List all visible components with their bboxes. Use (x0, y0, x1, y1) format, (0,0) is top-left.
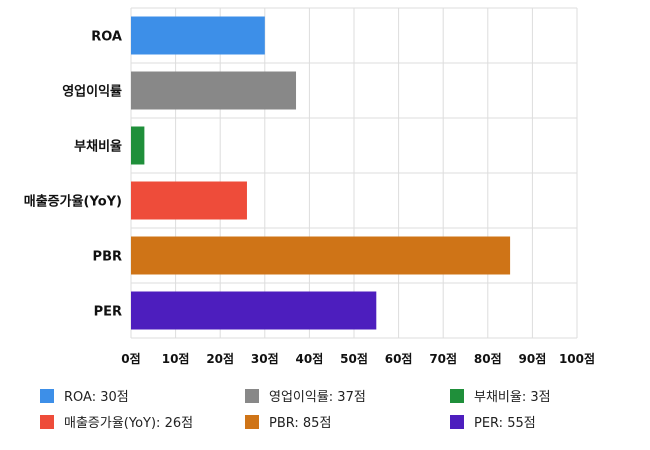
bar-1 (131, 71, 297, 110)
legend-item: 매출증가율(YoY): 26점 (40, 412, 193, 431)
x-tick-label: 40점 (296, 351, 324, 366)
legend-label: PBR: 85점 (269, 416, 332, 431)
legend-swatch (40, 414, 54, 429)
legend-swatch (450, 388, 464, 403)
legend-label: 부채비율: 3점 (474, 390, 551, 405)
x-tick-label: 20점 (206, 351, 234, 366)
bar-3 (131, 181, 247, 220)
legend-swatch (40, 388, 54, 403)
x-tick-label: 0점 (121, 351, 140, 366)
y-tick-label: 매출증가율(YoY) (24, 194, 122, 210)
x-tick-label: 100점 (559, 351, 595, 366)
legend-swatch (245, 414, 259, 429)
legend-item: ROA: 30점 (40, 386, 129, 405)
x-tick-label: 10점 (162, 351, 190, 366)
legend-item: 영업이익률: 37점 (245, 386, 366, 405)
bar-5 (131, 291, 377, 330)
bar-0 (131, 16, 265, 55)
legend-swatch (245, 388, 259, 403)
y-tick-label: 부채비율 (74, 139, 122, 155)
y-tick-label: 영업이익률 (62, 84, 122, 100)
y-tick-label: PER (94, 305, 122, 320)
x-tick-label: 90점 (519, 351, 547, 366)
legend-item: PBR: 85점 (245, 412, 331, 431)
x-tick-label: 30점 (251, 351, 279, 366)
legend-swatch (450, 414, 464, 429)
x-tick-label: 50점 (340, 351, 368, 366)
legend-label: PER: 55점 (474, 416, 536, 431)
legend-item: PER: 55점 (450, 412, 536, 431)
y-tick-label: PBR (93, 250, 122, 265)
x-tick-label: 60점 (385, 351, 413, 366)
y-tick-label: ROA (91, 30, 122, 45)
legend-label: ROA: 30점 (64, 390, 129, 405)
legend-item: 부채비율: 3점 (450, 386, 551, 405)
x-tick-label: 80점 (474, 351, 502, 366)
x-tick-label: 70점 (429, 351, 457, 366)
bar-4 (131, 236, 511, 275)
bar-2 (131, 126, 145, 165)
legend-label: 영업이익률: 37점 (269, 390, 366, 405)
legend-label: 매출증가율(YoY): 26점 (64, 416, 194, 431)
